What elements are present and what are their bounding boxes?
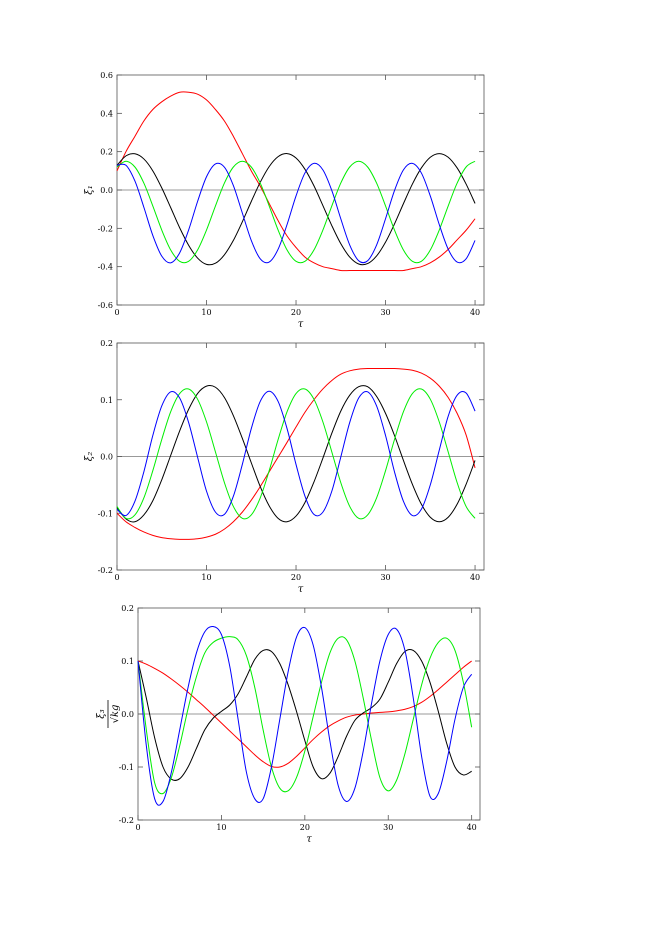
y-axis-label-top: ξ₃ xyxy=(96,709,107,719)
x-tick-label: 40 xyxy=(470,573,480,582)
x-axis-label: τ xyxy=(306,834,312,845)
panel: 0 10 20 30 40 0.6 0.4 0.2 0.0 -0.2 -0.4 -0.6 τ ξ₁ xyxy=(84,71,485,330)
x-tick-label: 30 xyxy=(380,573,390,582)
y-tick-label: 0.0 xyxy=(100,186,113,195)
y-tick-label: -0.2 xyxy=(119,816,134,825)
x-axis-label: τ xyxy=(298,584,304,595)
y-axis-label: ξ₃ √kg xyxy=(96,700,121,728)
y-tick-label: 0.1 xyxy=(121,657,134,666)
series-line xyxy=(116,162,476,264)
series-line xyxy=(116,153,476,266)
x-axis-label: τ xyxy=(298,319,304,330)
x-tick-label: 40 xyxy=(470,308,480,317)
x-tick-label: 0 xyxy=(135,823,140,832)
x-tick-label: 0 xyxy=(114,573,119,582)
series-line xyxy=(116,367,476,540)
series-line xyxy=(137,625,473,806)
y-tick-label: 0.1 xyxy=(100,396,113,405)
x-tick-label: 0 xyxy=(114,308,119,317)
x-tick-label: 10 xyxy=(201,308,211,317)
series-line xyxy=(137,660,472,768)
y-axis-label: ξ₁ xyxy=(84,185,95,195)
y-axis-label: ξ₂ xyxy=(84,452,95,462)
y-tick-label: -0.1 xyxy=(119,763,134,772)
x-tick-label: 30 xyxy=(380,308,390,317)
y-tick-label: 0.4 xyxy=(100,109,113,118)
x-tick-label: 20 xyxy=(291,308,301,317)
y-tick-label: -0.1 xyxy=(98,509,113,518)
series-line xyxy=(116,91,476,272)
y-tick-label: 0.2 xyxy=(121,604,134,613)
x-tick-label: 40 xyxy=(467,823,477,832)
series-line xyxy=(116,385,476,523)
series-line xyxy=(116,388,476,520)
panel: 0 10 20 30 40 0.2 0.1 0.0 -0.1 -0.2 τ ξ₃ √kg xyxy=(96,604,481,845)
y-tick-label: -0.2 xyxy=(98,224,113,233)
panel: 0 10 20 30 40 0.2 0.1 0.0 -0.1 -0.2 τ ξ₂ xyxy=(84,339,485,595)
x-tick-label: 10 xyxy=(201,573,211,582)
series-line xyxy=(137,636,473,795)
x-tick-label: 30 xyxy=(383,823,393,832)
y-tick-label: 0.6 xyxy=(100,71,113,80)
y-tick-label: 0.0 xyxy=(121,710,134,719)
x-tick-label: 10 xyxy=(216,823,226,832)
y-tick-label: -0.2 xyxy=(98,566,113,575)
x-tick-label: 20 xyxy=(291,573,301,582)
y-tick-label: -0.4 xyxy=(98,263,113,272)
series-line xyxy=(137,648,472,781)
y-tick-label: -0.6 xyxy=(98,301,113,310)
y-tick-label: 0.0 xyxy=(100,453,113,462)
series-line xyxy=(116,390,476,517)
series-line xyxy=(116,160,476,264)
y-tick-label: 0.2 xyxy=(100,339,113,348)
y-axis-label-bottom: √kg xyxy=(110,705,121,724)
y-tick-label: 0.2 xyxy=(100,148,113,157)
x-tick-label: 20 xyxy=(300,823,310,832)
